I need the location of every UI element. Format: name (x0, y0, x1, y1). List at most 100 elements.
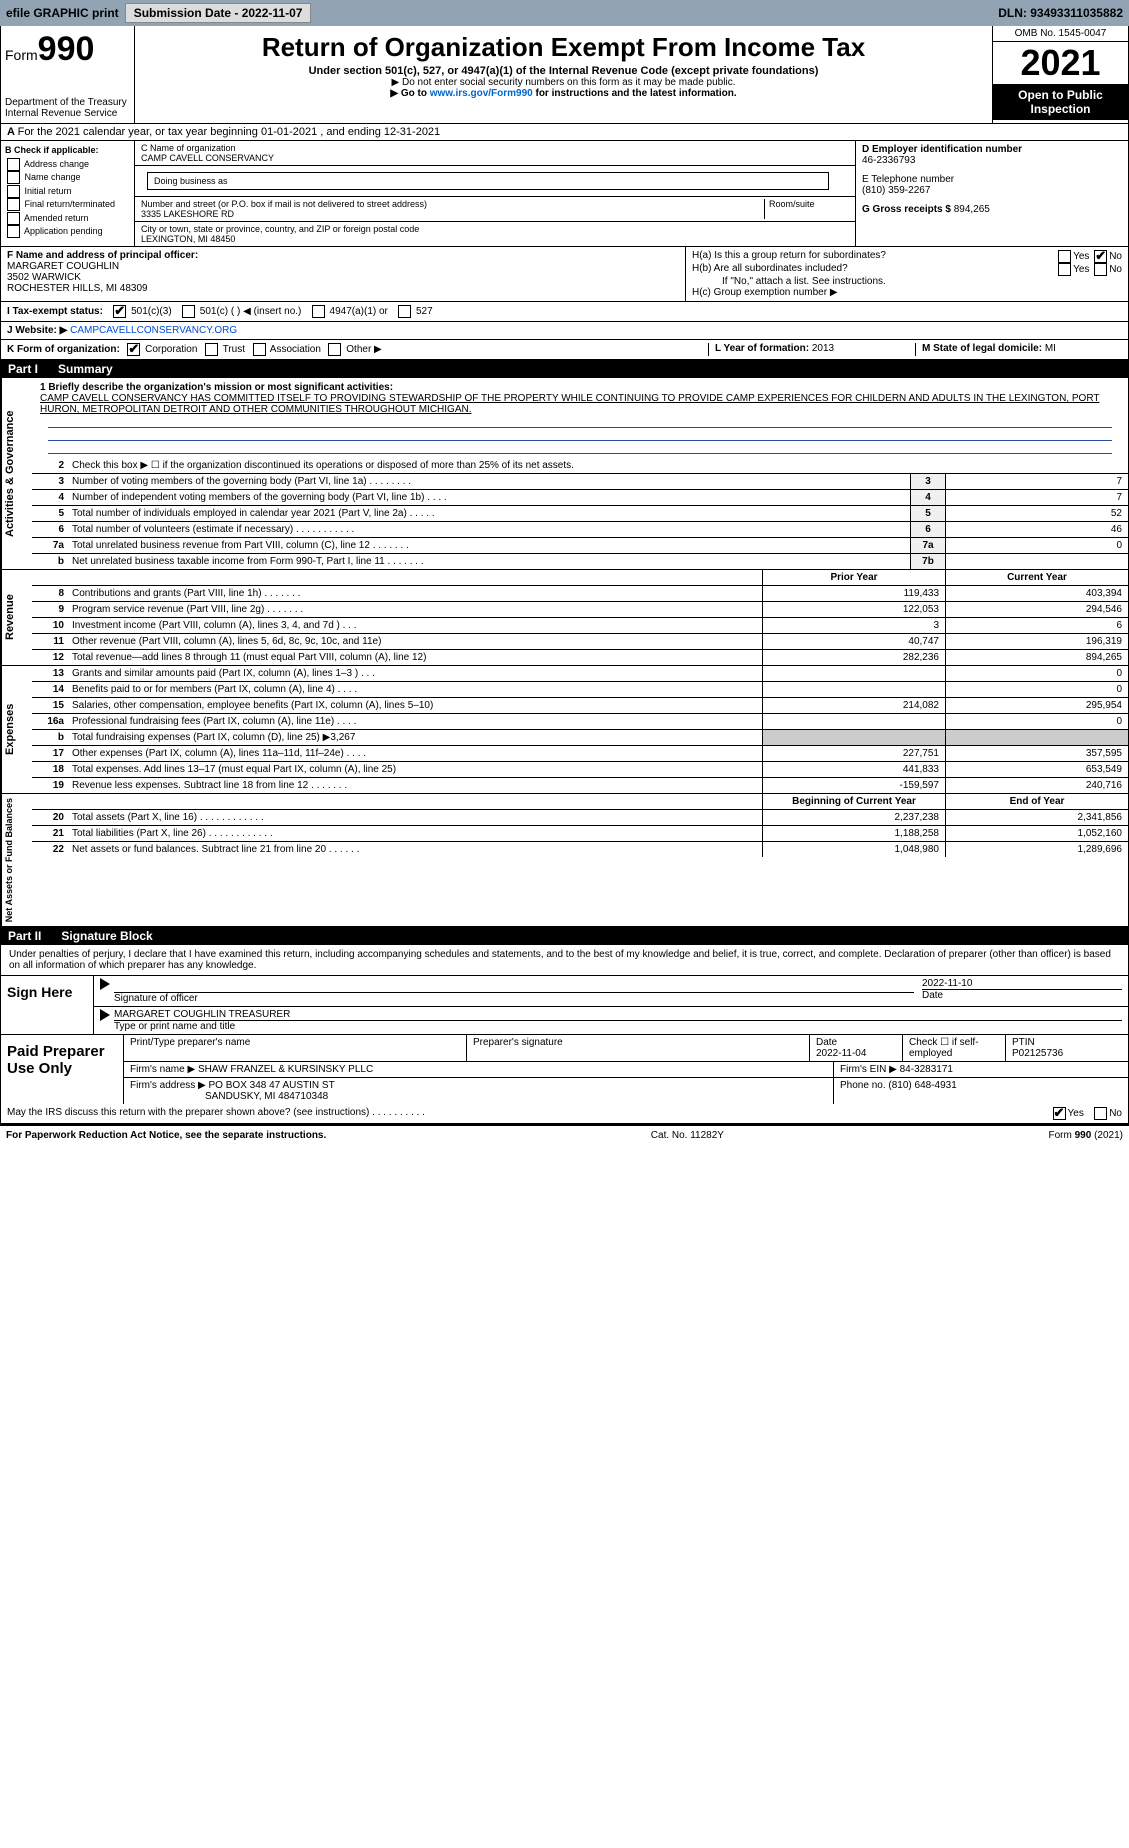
table-row: 13Grants and similar amounts paid (Part … (32, 666, 1128, 682)
prior-year-hdr: Prior Year (762, 570, 945, 585)
room-suite-label: Room/suite (765, 199, 849, 219)
governance-block: Activities & Governance 1 Briefly descri… (0, 378, 1129, 570)
firm-addr2: SANDUSKY, MI 484710348 (205, 1091, 328, 1102)
cb-501c[interactable]: 501(c) ( ) ◀ (insert no.) (200, 306, 302, 317)
efile-top-bar: efile GRAPHIC print Submission Date - 20… (0, 0, 1129, 26)
mission-label: 1 Briefly describe the organization's mi… (40, 382, 1120, 393)
cb-address-change[interactable]: Address change (24, 159, 89, 169)
sig-officer-label: Signature of officer (114, 993, 914, 1004)
officer-group-block: F Name and address of principal officer:… (0, 247, 1129, 302)
signature-block: Under penalties of perjury, I declare th… (0, 945, 1129, 1125)
row-j-website: J Website: ▶ CAMPCAVELLCONSERVANCY.ORG (0, 322, 1129, 340)
cb-initial-return[interactable]: Initial return (25, 186, 72, 196)
form-num: 990 (38, 30, 95, 68)
col-header-row: Prior Year Current Year (32, 570, 1128, 586)
expenses-block: Expenses 13Grants and similar amounts pa… (0, 666, 1129, 794)
tel-value: (810) 359-2267 (862, 185, 1122, 196)
hb-label: H(b) Are all subordinates included? (692, 263, 848, 276)
cb-name-change[interactable]: Name change (25, 172, 81, 182)
side-revenue: Revenue (1, 570, 32, 665)
table-row: 15Salaries, other compensation, employee… (32, 698, 1128, 714)
table-row: 17Other expenses (Part IX, column (A), l… (32, 746, 1128, 762)
goto-note: ▶ Go to www.irs.gov/Form990 for instruct… (143, 88, 984, 99)
table-row: 22Net assets or fund balances. Subtract … (32, 842, 1128, 857)
revenue-block: Revenue Prior Year Current Year 8Contrib… (0, 570, 1129, 666)
form-title: Return of Organization Exempt From Incom… (143, 32, 984, 63)
side-governance: Activities & Governance (1, 378, 32, 569)
table-row: 11Other revenue (Part VIII, column (A), … (32, 634, 1128, 650)
table-row: 8Contributions and grants (Part VIII, li… (32, 586, 1128, 602)
efile-label: efile GRAPHIC print (6, 6, 119, 20)
cb-4947[interactable]: 4947(a)(1) or (330, 306, 388, 317)
cb-trust[interactable]: Trust (223, 344, 245, 355)
box-d-ein-phone: D Employer identification number 46-2336… (856, 141, 1128, 246)
goto-post: for instructions and the latest informat… (533, 88, 737, 99)
website-link[interactable]: CAMPCAVELLCONSERVANCY.ORG (70, 325, 237, 336)
dln-label: DLN: 93493311035882 (998, 6, 1123, 20)
officer-label: F Name and address of principal officer: (7, 250, 679, 261)
hb-yes[interactable]: Yes (1073, 264, 1089, 275)
cb-527[interactable]: 527 (416, 306, 433, 317)
table-row: 14Benefits paid to or for members (Part … (32, 682, 1128, 698)
paperwork-notice: For Paperwork Reduction Act Notice, see … (6, 1130, 326, 1141)
cb-application-pending[interactable]: Application pending (24, 226, 103, 236)
table-row: 20Total assets (Part X, line 16) . . . .… (32, 810, 1128, 826)
box-h-group: H(a) Is this a group return for subordin… (686, 247, 1128, 301)
prep-date-label: Date (816, 1037, 837, 1048)
box-f-officer: F Name and address of principal officer:… (1, 247, 686, 301)
discuss-question: May the IRS discuss this return with the… (7, 1107, 1051, 1120)
prep-name-label: Print/Type preparer's name (130, 1037, 460, 1048)
row-a-tax-year: A For the 2021 calendar year, or tax yea… (0, 124, 1129, 141)
form-header: Form990 Department of the Treasury Inter… (0, 26, 1129, 124)
irs-link[interactable]: www.irs.gov/Form990 (430, 88, 533, 99)
table-row: 5Total number of individuals employed in… (32, 506, 1128, 522)
year-formation-label: L Year of formation: (715, 343, 809, 354)
cb-other[interactable]: Other ▶ (346, 344, 381, 355)
city-state-zip: LEXINGTON, MI 48450 (141, 234, 849, 244)
prep-selfemp[interactable]: Check ☐ if self-employed (903, 1035, 1006, 1061)
part-2-header: Part II Signature Block (0, 927, 1129, 945)
firm-label: Firm's name ▶ (130, 1064, 195, 1075)
tax-status-label: I Tax-exempt status: (7, 306, 103, 317)
arrow-icon (100, 978, 110, 990)
net-assets-block: Net Assets or Fund Balances Beginning of… (0, 794, 1129, 927)
irs-label: Internal Revenue Service (5, 108, 130, 119)
prep-date: 2022-11-04 (816, 1048, 866, 1059)
ha-no[interactable]: No (1109, 251, 1122, 262)
cb-501c3[interactable]: 501(c)(3) (131, 306, 172, 317)
table-row: 7aTotal unrelated business revenue from … (32, 538, 1128, 554)
sig-date-label: Date (922, 990, 1122, 1001)
officer-addr1: 3502 WARWICK (7, 272, 679, 283)
cb-amended[interactable]: Amended return (24, 213, 89, 223)
part-1-header: Part I Summary (0, 360, 1129, 378)
header-info-block: B Check if applicable: Address change Na… (0, 141, 1129, 247)
table-row: bTotal fundraising expenses (Part IX, co… (32, 730, 1128, 746)
table-row: 2Check this box ▶ ☐ if the organization … (32, 458, 1128, 474)
dept-treasury: Department of the Treasury (5, 97, 130, 108)
firm-phone: (810) 648-4931 (888, 1080, 956, 1091)
sig-name: MARGARET COUGHLIN TREASURER (114, 1009, 1122, 1021)
year-formation: 2013 (812, 343, 834, 354)
paid-preparer-label: Paid Preparer Use Only (1, 1035, 124, 1104)
hb-no[interactable]: No (1109, 264, 1122, 275)
gross-label: G Gross receipts $ (862, 204, 951, 215)
sign-here-row: Sign Here Signature of officer 2022-11-1… (1, 975, 1128, 1034)
cb-corporation[interactable]: Corporation (145, 344, 197, 355)
org-name: CAMP CAVELL CONSERVANCY (141, 153, 849, 163)
sig-date: 2022-11-10 (922, 978, 1122, 990)
discuss-no[interactable]: No (1109, 1108, 1122, 1119)
ha-yes[interactable]: Yes (1073, 251, 1089, 262)
website-label: J Website: ▶ (7, 325, 67, 336)
cb-final-return[interactable]: Final return/terminated (25, 199, 116, 209)
cb-association[interactable]: Association (270, 344, 321, 355)
table-row: 9Program service revenue (Part VIII, lin… (32, 602, 1128, 618)
street-address: 3335 LAKESHORE RD (141, 209, 760, 219)
submission-date-button[interactable]: Submission Date - 2022-11-07 (125, 3, 312, 23)
table-row: 6Total number of volunteers (estimate if… (32, 522, 1128, 538)
row-k-form-org: K Form of organization: Corporation Trus… (0, 340, 1129, 360)
discuss-yes[interactable]: Yes (1068, 1108, 1084, 1119)
firm-addr1: PO BOX 348 47 AUSTIN ST (209, 1080, 335, 1091)
hb-note: If "No," attach a list. See instructions… (692, 276, 1122, 287)
tax-year-range: For the 2021 calendar year, or tax year … (18, 126, 441, 138)
discuss-row: May the IRS discuss this return with the… (1, 1104, 1128, 1124)
